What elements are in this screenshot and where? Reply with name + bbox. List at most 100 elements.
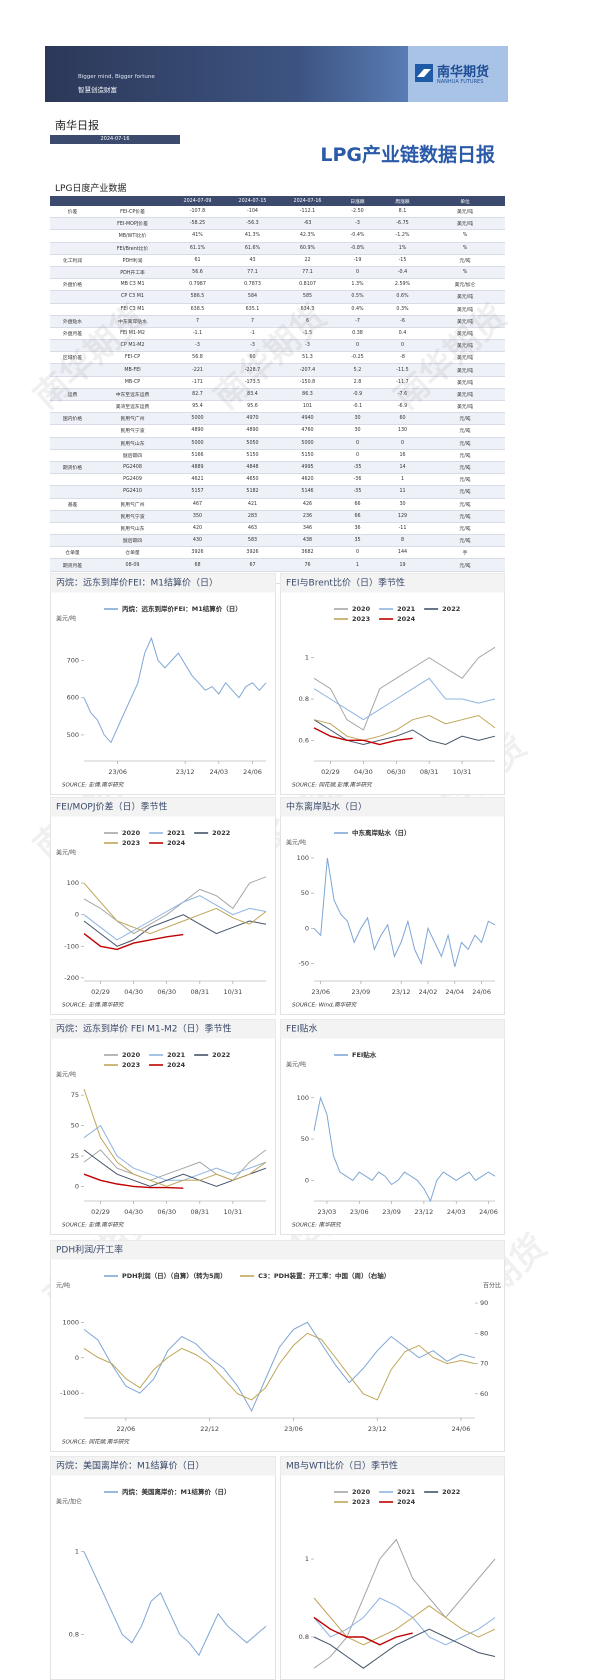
legend-label: 2024 (397, 615, 416, 623)
table-row: MB-FEI -221 -228.7 -207.4 5.2 -11.5 美元/吨 (50, 363, 505, 377)
title-bar (280, 1456, 505, 1476)
x-tick-label: 24/06 (243, 768, 262, 776)
value-cell: 0 (335, 546, 380, 560)
x-tick-label: 24/06 (479, 1208, 498, 1216)
legend-label: 中东离岸贴水（日） (352, 828, 411, 837)
value-cell: 3926 (225, 546, 280, 560)
value-cell: 82.7 (170, 388, 225, 402)
value-cell: 36 (335, 522, 380, 536)
value-cell: 元/吨 (425, 485, 505, 499)
series-line (313, 1597, 496, 1646)
report-date: 2024-07-16 (50, 135, 180, 144)
group-cell (50, 400, 95, 414)
value-cell: 635.1 (225, 303, 280, 316)
y-axis-label: 美元/吨 (56, 615, 76, 623)
table-row: 基差 民用气广州 467 421 426 66 30 元/吨 (50, 498, 505, 511)
x-tick-label: 04/30 (124, 988, 143, 996)
item-cell: PDH开工率 (95, 266, 170, 280)
legend-label: 2022 (212, 829, 230, 837)
x-tick-label: 22/12 (200, 1425, 219, 1433)
table-row: 民用气山东 5000 5050 5000 0 0 元/吨 (50, 437, 505, 450)
item-cell: FEI/Brent比价 (95, 242, 170, 255)
item-cell: 民用气广州 (95, 412, 170, 426)
value-cell: 0.38 (335, 327, 380, 341)
value-cell: -112.1 (280, 206, 335, 219)
x-tick-label: 02/29 (321, 768, 340, 776)
legend-label: 丙烷：美国离岸价：M1结算价（日） (122, 1487, 231, 1496)
chart-title: 丙烷：美国离岸价：M1结算价（日） (56, 1460, 205, 1472)
value-cell: 手 (425, 546, 505, 560)
value-cell: 586.5 (170, 290, 225, 304)
value-cell: 5182 (225, 485, 280, 499)
group-cell (50, 485, 95, 499)
y-tick-label: 100 (67, 879, 79, 887)
value-cell: -15 (380, 254, 425, 267)
y2-tick-label: 60 (480, 1390, 488, 1398)
value-cell: 0 (380, 339, 425, 353)
legend-label: 2023 (122, 839, 140, 847)
value-cell: 60.9% (280, 242, 335, 255)
item-cell: 民用气山东 (95, 522, 170, 536)
chart: 中东离岸贴水（日） 中东离岸贴水（日） 美元/吨 -50 0 50 100 23/06 23/0… (280, 797, 505, 1015)
panel-border (280, 1456, 505, 1680)
x-tick-label: 24/03 (209, 768, 228, 776)
value-cell: -3 (225, 339, 280, 353)
series-line (313, 677, 496, 721)
value-cell: 101 (280, 400, 335, 414)
x-tick-label: 22/06 (117, 1425, 136, 1433)
value-cell: -36 (335, 473, 380, 487)
value-cell: 4650 (225, 473, 280, 487)
header-cell: 单位 (425, 196, 505, 206)
value-cell: 美元/加仑 (425, 278, 505, 292)
series-line (83, 636, 267, 744)
value-cell: 41.3% (225, 229, 280, 243)
x-tick-label: 23/03 (318, 1208, 337, 1216)
table-row: FEI-MOPJ价差 -58.25 -56.3 -63 -3 -6.75 美元/吨 (50, 217, 505, 231)
logo-text-en: NANHUA FUTURES (437, 79, 484, 85)
value-cell: 4760 (280, 424, 335, 438)
value-cell: % (425, 266, 505, 280)
series-line (83, 914, 267, 947)
value-cell: 4940 (280, 412, 335, 426)
value-cell: 6 (280, 315, 335, 328)
value-cell: 0.3% (380, 303, 425, 316)
group-cell: 运费 (50, 388, 95, 402)
y-tick-label: 0.8 (299, 695, 309, 703)
value-cell: -1.1 (170, 327, 225, 341)
value-cell: % (425, 242, 505, 255)
table-row: CP C3 M1 586.5 584 585 0.5% 0.6% 美元/吨 (50, 290, 505, 304)
group-cell: 化工利润 (50, 254, 95, 267)
group-cell: 外盘月差 (50, 327, 95, 341)
item-cell: FEI C3 M1 (95, 303, 170, 316)
title-bar (50, 1240, 505, 1260)
value-cell: -6.75 (380, 217, 425, 231)
title-bar (280, 797, 505, 817)
x-tick-label: 23/06 (311, 988, 330, 996)
table-row: 民用气宁波 4890 4890 4760 30 130 元/吨 (50, 424, 505, 438)
value-cell: 5150 (225, 449, 280, 462)
value-cell: -8 (380, 351, 425, 365)
value-cell: 2.59% (380, 278, 425, 292)
value-cell: 420 (170, 522, 225, 536)
group-cell: 仓单量 (50, 546, 95, 560)
value-cell: 76 (280, 558, 335, 572)
x-tick-label: 02/29 (91, 1208, 110, 1216)
group-cell: 区域价差 (50, 351, 95, 365)
legend-label: 2021 (167, 1051, 186, 1059)
item-cell: MB/WTI比价 (95, 229, 170, 243)
source-note: SOURCE: 同花顺,南华研究 (62, 1439, 130, 1446)
value-cell: -0.9 (335, 388, 380, 402)
y-tick-label: 0.8 (299, 1633, 309, 1641)
table-row: 国内价格 民用气广州 5000 4970 4940 30 60 元/吨 (50, 412, 505, 426)
series-line (83, 1088, 267, 1187)
chart-title: FEI贴水 (286, 1023, 318, 1035)
table-row: MB-CP -171 -173.5 -150.8 2.8 -11.7 美元/吨 (50, 376, 505, 389)
value-cell: 30 (335, 424, 380, 438)
value-cell: 60 (225, 351, 280, 365)
legend-label: 2021 (397, 1488, 416, 1496)
table-title: LPG日度产业数据 (55, 184, 127, 194)
legend-label: C3：PDH装置：开工率：中国（周）（右轴） (258, 1271, 390, 1280)
value-cell: 5050 (225, 437, 280, 450)
group-cell: 价差 (50, 206, 95, 219)
item-cell: 民用气宁波 (95, 510, 170, 523)
